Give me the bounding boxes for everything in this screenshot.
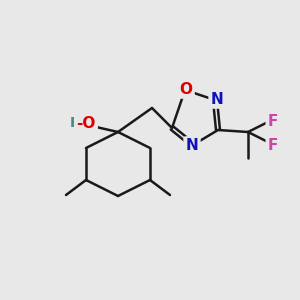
Text: -O: -O [76,116,96,130]
Text: O: O [179,82,193,97]
Text: N: N [186,139,198,154]
Text: N: N [211,92,224,106]
Text: F: F [268,139,278,154]
Text: F: F [268,113,278,128]
Text: H: H [70,116,82,130]
